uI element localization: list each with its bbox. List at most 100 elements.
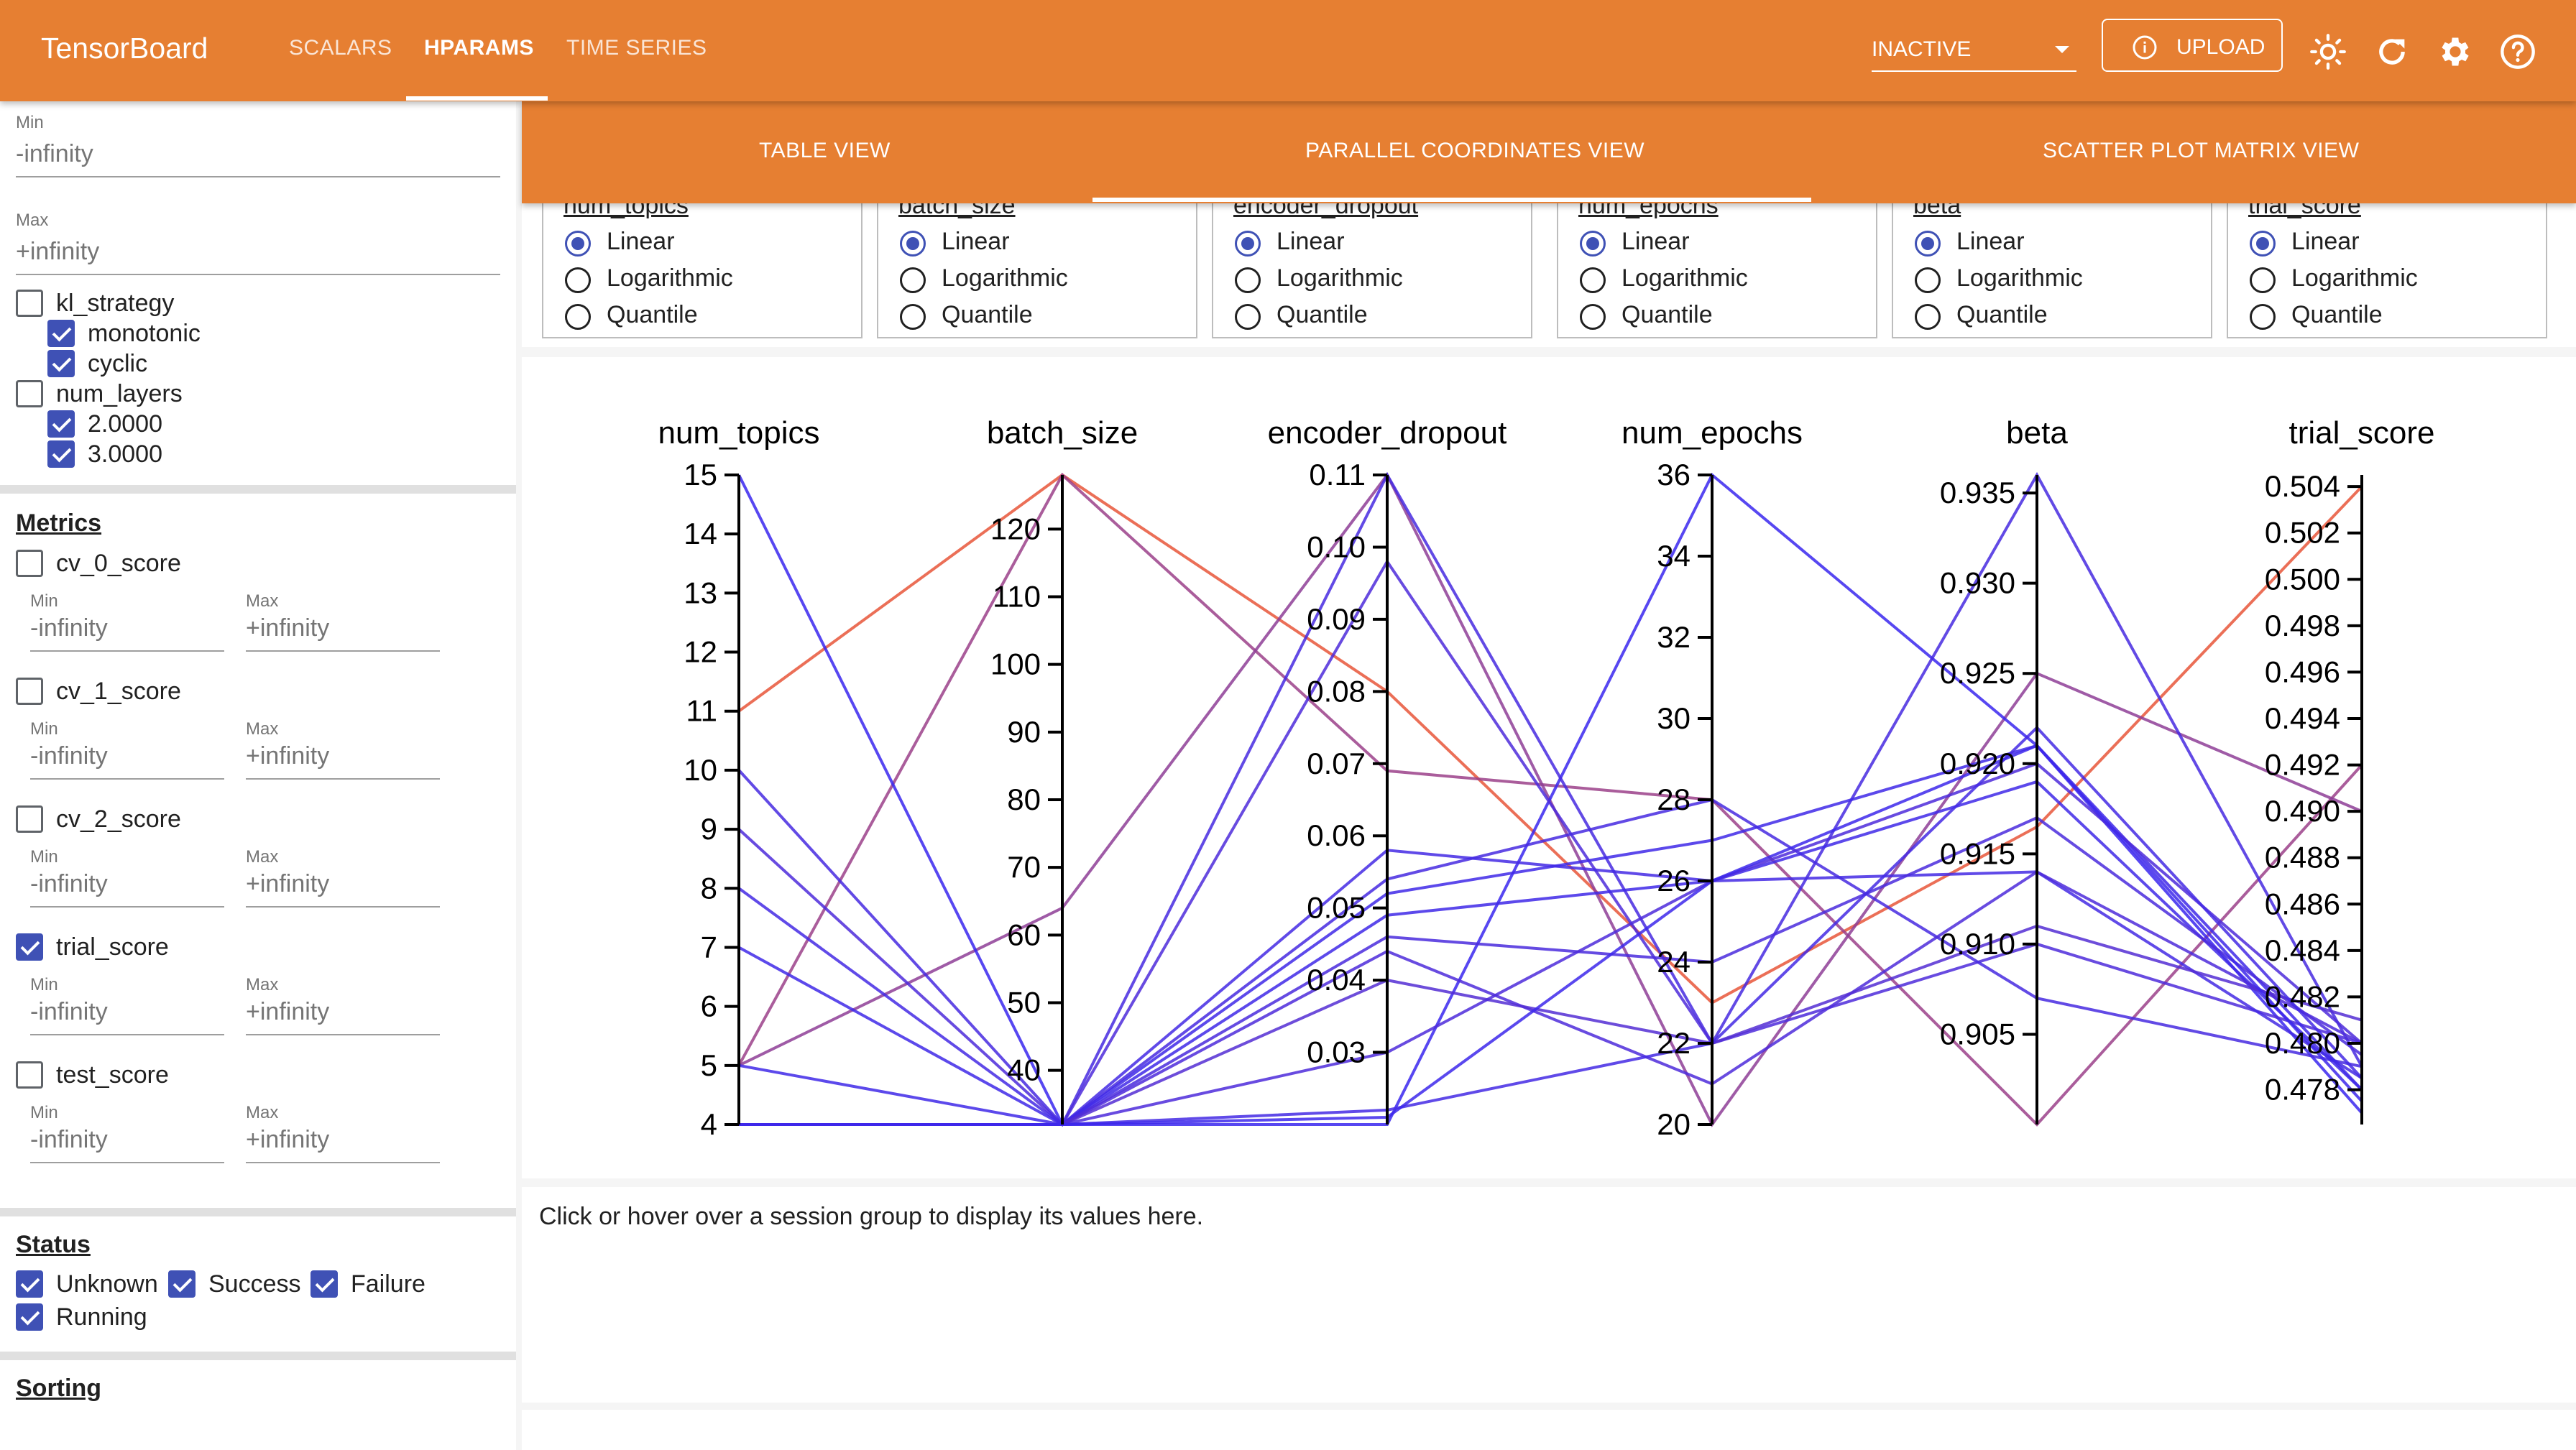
tab-scatter-plot-matrix-view[interactable]: SCATTER PLOT MATRIX VIEW (2043, 139, 2360, 162)
scale-radio-linear[interactable] (1580, 231, 1606, 257)
axis-tick-label: 0.04 (1307, 963, 1366, 997)
session-details-panel: Click or hover over a session group to d… (522, 1187, 2576, 1403)
status-failure-checkbox[interactable] (310, 1270, 338, 1298)
status-running-checkbox[interactable] (16, 1303, 43, 1331)
cv-2-score-checkbox[interactable] (16, 805, 43, 833)
trial-score-max-input[interactable]: +infinity (246, 998, 330, 1025)
scale-control-num-epochs: num_epochs Linear Logarithmic Quantile (1557, 203, 1877, 338)
test-score-min-underline (30, 1162, 224, 1163)
range-max-underline (16, 274, 500, 275)
cv-0-score-checkbox[interactable] (16, 550, 43, 577)
axis-tick-label: 15 (684, 458, 717, 491)
scale-radio-logarithmic[interactable] (2250, 267, 2276, 293)
scale-radio-linear[interactable] (900, 231, 926, 257)
cv-1-score-min-input[interactable]: -infinity (30, 742, 108, 770)
kl-strategy-label: kl_strategy (56, 290, 175, 317)
trial-score-min-input[interactable]: -infinity (30, 998, 108, 1025)
session-line[interactable] (737, 473, 2363, 1005)
cv-2-score-min-underline (30, 906, 224, 908)
num-layers-checkbox[interactable] (16, 380, 43, 407)
status-running-label: Running (56, 1303, 147, 1331)
axis-tick-label: 80 (1007, 782, 1041, 816)
scale-radio-linear[interactable] (1235, 231, 1261, 257)
cv-2-score-min-input[interactable]: -infinity (30, 870, 108, 897)
test-score-min-input[interactable]: -infinity (30, 1126, 108, 1153)
num-layers-3-checkbox[interactable] (47, 440, 75, 468)
session-line[interactable] (738, 780, 2363, 1127)
parallel-coordinates-chart[interactable]: 4 5 6 7 8 9 10 11 12 13 14 15 num_topics 40 50 60 70 80 90… (522, 357, 2576, 1178)
session-line[interactable] (739, 762, 2363, 1126)
top-app-bar: TensorBoard SCALARS HPARAMS TIME SERIES … (0, 0, 2576, 101)
test-score-checkbox[interactable] (16, 1061, 43, 1089)
kl-strategy-checkbox[interactable] (16, 290, 43, 317)
axis-tick-label: 0.478 (2265, 1073, 2340, 1107)
scale-radio-quantile[interactable] (1915, 304, 1941, 330)
scale-radio-quantile[interactable] (900, 304, 926, 330)
axis-title: trial_score (2289, 415, 2435, 451)
scale-radio-logarithmic[interactable] (1915, 267, 1941, 293)
axis-tick-label: 0.09 (1307, 602, 1366, 636)
scale-control-encoder-dropout: encoder_dropout Linear Logarithmic Quantile (1212, 203, 1532, 338)
axis-tick-label: 0.920 (1940, 747, 2015, 780)
session-line[interactable] (739, 744, 2363, 1126)
axis-tick-label: 20 (1657, 1107, 1690, 1141)
settings-gear-icon[interactable] (2437, 33, 2474, 70)
kl-monotonic-checkbox[interactable] (47, 320, 75, 347)
session-line[interactable] (737, 472, 2363, 1127)
scale-radio-label: Logarithmic (1622, 264, 1748, 292)
session-line[interactable] (737, 769, 2363, 1127)
upload-button[interactable]: UPLOAD (2102, 19, 2283, 72)
cv-2-score-max-input[interactable]: +infinity (246, 870, 330, 897)
axis-tick-label: 90 (1007, 715, 1041, 749)
session-line[interactable] (739, 816, 2363, 1126)
scale-radio-linear[interactable] (1915, 231, 1941, 257)
kl-cyclic-checkbox[interactable] (47, 350, 75, 377)
num-layers-2-checkbox[interactable] (47, 410, 75, 438)
cv-1-score-max-input[interactable]: +infinity (246, 742, 330, 770)
tab-table-view[interactable]: TABLE VIEW (759, 139, 891, 162)
axis-tick-label: 0.498 (2265, 609, 2340, 642)
theme-brightness-icon[interactable] (2309, 33, 2347, 70)
reload-icon[interactable] (2373, 33, 2411, 70)
scale-radio-quantile[interactable] (1580, 304, 1606, 330)
scale-radio-logarithmic[interactable] (1235, 267, 1261, 293)
run-status-select[interactable]: INACTIVE (1872, 29, 2076, 72)
scale-radio-linear[interactable] (565, 231, 591, 257)
session-line[interactable] (737, 472, 2363, 1126)
kl-cyclic-label: cyclic (88, 350, 148, 377)
scale-radio-label: Logarithmic (942, 264, 1068, 292)
scale-radio-quantile[interactable] (1235, 304, 1261, 330)
session-line[interactable] (739, 924, 2363, 1126)
session-line[interactable] (737, 558, 2363, 1127)
scale-radio-quantile[interactable] (565, 304, 591, 330)
cv-0-score-max-input[interactable]: +infinity (246, 614, 330, 642)
cv-0-score-min-input[interactable]: -infinity (30, 614, 108, 642)
scale-radio-quantile[interactable] (2250, 304, 2276, 330)
axis-tick-label: 0.930 (1940, 566, 2015, 600)
tab-parallel-coordinates-view[interactable]: PARALLEL COORDINATES VIEW (1305, 139, 1645, 162)
scale-control-batch-size: batch_size Linear Logarithmic Quantile (877, 203, 1197, 338)
scale-control-title: batch_size (898, 203, 1016, 219)
cv-1-score-checkbox[interactable] (16, 678, 43, 705)
nav-tab-scalars[interactable]: SCALARS (289, 36, 392, 60)
scale-radio-logarithmic[interactable] (565, 267, 591, 293)
status-unknown-checkbox[interactable] (16, 1270, 43, 1298)
axis-tick-label: 8 (701, 871, 717, 905)
scale-radio-logarithmic[interactable] (1580, 267, 1606, 293)
trial-score-max-label: Max (246, 975, 279, 994)
nav-tab-time-series[interactable]: TIME SERIES (566, 36, 707, 60)
scale-radio-logarithmic[interactable] (900, 267, 926, 293)
trial-score-max-underline (246, 1034, 440, 1035)
range-max-input[interactable]: +infinity (16, 238, 100, 265)
status-section-title: Status (16, 1231, 91, 1258)
status-success-checkbox[interactable] (168, 1270, 196, 1298)
nav-tab-hparams[interactable]: HPARAMS (424, 36, 534, 60)
trial-score-checkbox[interactable] (16, 933, 43, 961)
axis-tick-label: 0.496 (2265, 655, 2340, 688)
range-min-input[interactable]: -infinity (16, 140, 93, 167)
axis-tick-label: 11 (686, 694, 717, 728)
session-line[interactable] (737, 849, 2363, 1127)
test-score-max-input[interactable]: +infinity (246, 1126, 330, 1153)
scale-radio-linear[interactable] (2250, 231, 2276, 257)
help-icon[interactable] (2499, 33, 2536, 70)
